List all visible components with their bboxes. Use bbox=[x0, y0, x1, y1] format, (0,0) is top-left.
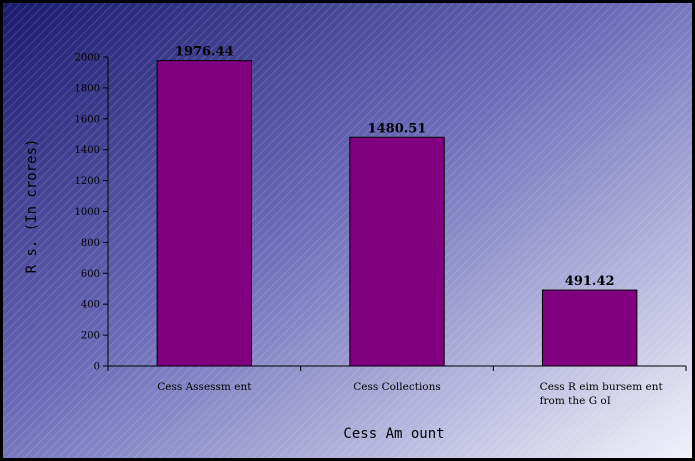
y-tick-label: 600 bbox=[81, 269, 100, 280]
x-category-label: Cess Assessm ent bbox=[157, 381, 252, 393]
x-category-label: from the G oI bbox=[540, 395, 611, 407]
y-axis-title: R s. (In crores) bbox=[24, 139, 40, 274]
y-tick-label: 1600 bbox=[75, 114, 100, 125]
y-tick-label: 1200 bbox=[75, 176, 100, 187]
data-label: 1480.51 bbox=[368, 121, 427, 136]
y-tick-label: 1400 bbox=[75, 145, 100, 156]
bar bbox=[349, 136, 445, 367]
y-tick-label: 1000 bbox=[75, 207, 100, 218]
x-axis-title: Cess Am ount bbox=[343, 426, 444, 442]
x-category-label: Cess R eim bursem ent bbox=[540, 381, 664, 393]
bar-chart: 0 200 400 600 800 1000 1200 1400 1600 1800 2000 197… bbox=[3, 3, 692, 458]
y-tick-label: 800 bbox=[81, 238, 100, 249]
y-tick-label: 2000 bbox=[75, 53, 100, 64]
chart-background-hatch bbox=[3, 3, 692, 458]
x-category-label: Cess Collections bbox=[353, 381, 441, 393]
bar bbox=[156, 60, 253, 367]
data-label: 491.42 bbox=[565, 274, 615, 289]
y-tick-label: 0 bbox=[94, 362, 100, 373]
bar bbox=[541, 289, 638, 367]
y-tick-label: 1800 bbox=[75, 83, 100, 94]
data-label: 1976.44 bbox=[175, 45, 234, 60]
y-tick-label: 200 bbox=[81, 331, 100, 342]
plot-area: 0 200 400 600 800 1000 1200 1400 1600 1800 2000 197… bbox=[75, 45, 687, 407]
y-tick-label: 400 bbox=[81, 300, 100, 311]
